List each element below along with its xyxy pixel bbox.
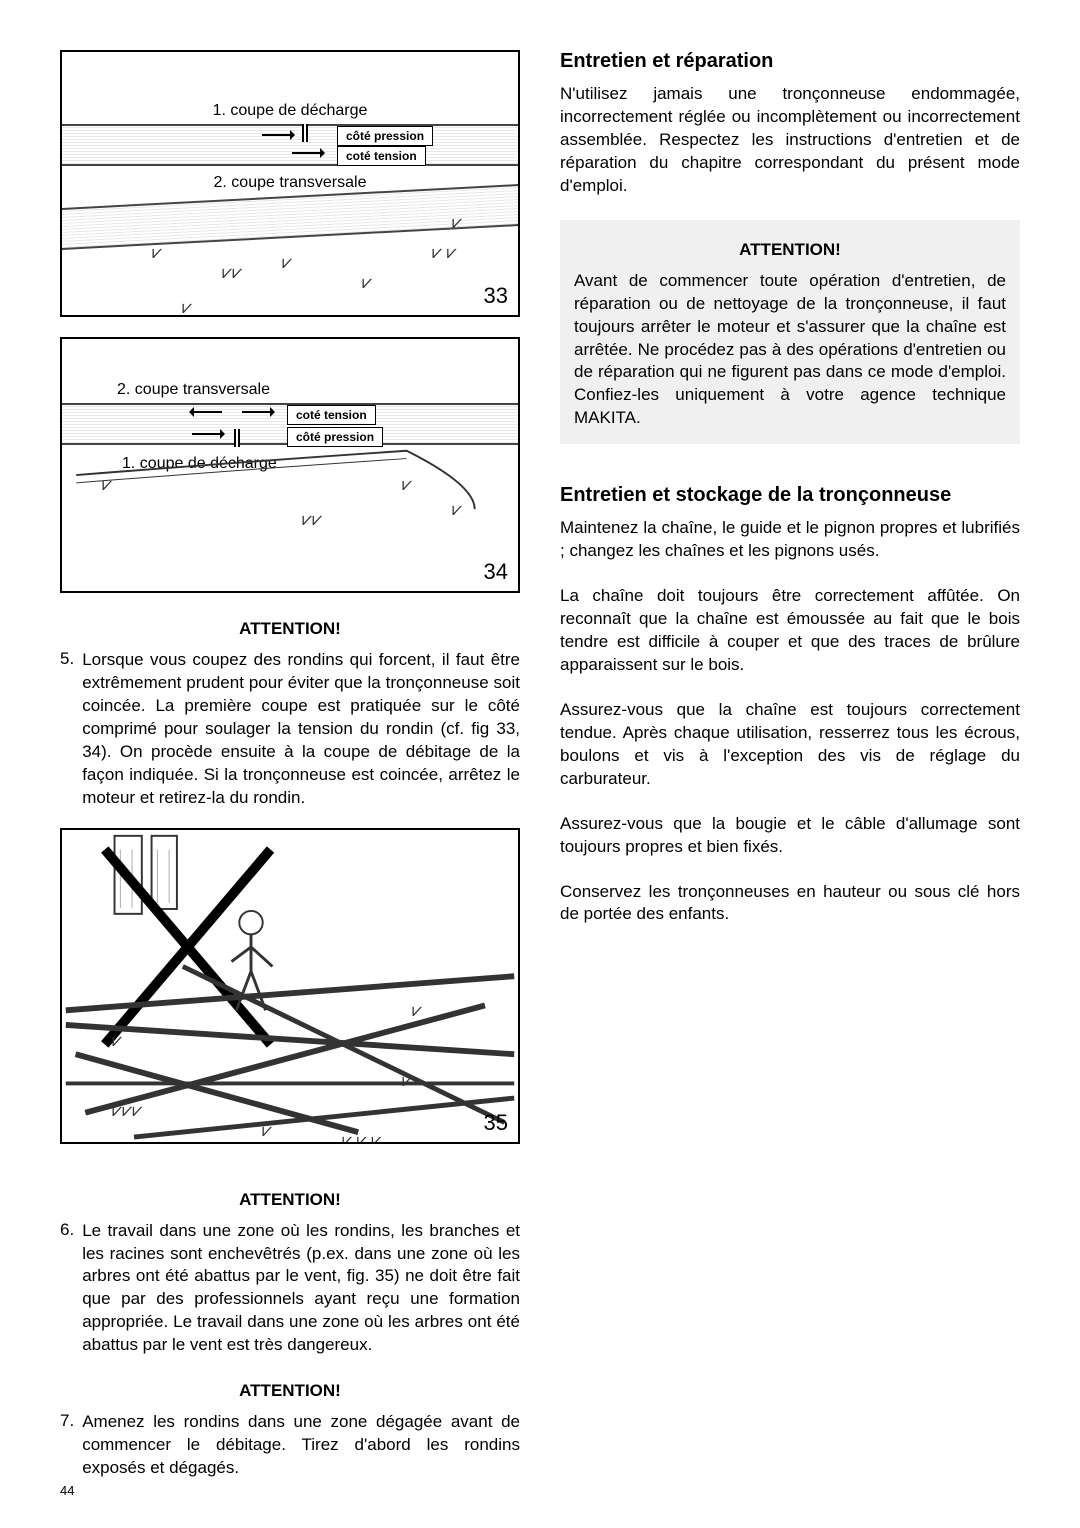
warning-title: ATTENTION! <box>574 240 1006 260</box>
attention-2: ATTENTION! <box>60 1190 520 1210</box>
attention-3: ATTENTION! <box>60 1381 520 1401</box>
warning-box: ATTENTION! Avant de commencer toute opér… <box>560 220 1020 445</box>
page-number: 44 <box>60 1483 74 1498</box>
item-7-num: 7. <box>60 1411 74 1480</box>
item-5: 5. Lorsque vous coupez des rondins qui f… <box>60 649 520 810</box>
fig34-number: 34 <box>484 559 508 585</box>
para-2: Maintenez la chaîne, le guide et le pign… <box>560 517 1020 563</box>
item-6-num: 6. <box>60 1220 74 1358</box>
figure-33: 1. coupe de décharge côté pression coté … <box>60 50 520 317</box>
fig34-curve <box>62 339 518 592</box>
heading-storage: Entretien et stockage de la tronçonneuse <box>560 484 1020 507</box>
warning-body: Avant de commencer toute opération d'ent… <box>574 270 1006 431</box>
para-4: Assurez-vous que la chaîne est toujours … <box>560 699 1020 791</box>
para-5: Assurez-vous que la bougie et le câble d… <box>560 813 1020 859</box>
figure-35: ⩗ ⩗⩗⩗ ⩗ ⩗ ⩗ ⩗ ⩗ ⩗ 35 <box>60 828 520 1144</box>
item-7-text: Amenez les rondins dans une zone dégagée… <box>82 1411 520 1480</box>
fig35-scene <box>62 830 518 1142</box>
fig33-caption-1: 1. coupe de décharge <box>62 102 518 120</box>
right-column: Entretien et réparation N'utilisez jamai… <box>560 50 1020 1498</box>
para-3: La chaîne doit toujours être correctemen… <box>560 585 1020 677</box>
item-5-text: Lorsque vous coupez des rondins qui forc… <box>82 649 520 810</box>
figure-34: 2. coupe transversale coté tension côté … <box>60 337 520 594</box>
item-7: 7. Amenez les rondins dans une zone déga… <box>60 1411 520 1480</box>
item-5-num: 5. <box>60 649 74 810</box>
left-column: 1. coupe de décharge côté pression coté … <box>60 50 520 1498</box>
para-1: N'utilisez jamais une tronçonneuse endom… <box>560 83 1020 198</box>
item-6: 6. Le travail dans une zone où les rondi… <box>60 1220 520 1358</box>
heading-maintenance: Entretien et réparation <box>560 50 1020 73</box>
fig33-number: 33 <box>484 283 508 309</box>
para-6: Conservez les tronçonneuses en hauteur o… <box>560 881 1020 927</box>
fig33-label-pressure: côté pression <box>337 126 433 146</box>
fig35-number: 35 <box>484 1110 508 1136</box>
page: 1. coupe de décharge côté pression coté … <box>60 50 1020 1498</box>
fig33-label-tension: coté tension <box>337 146 426 166</box>
attention-1: ATTENTION! <box>60 619 520 639</box>
item-6-text: Le travail dans une zone où les rondins,… <box>82 1220 520 1358</box>
